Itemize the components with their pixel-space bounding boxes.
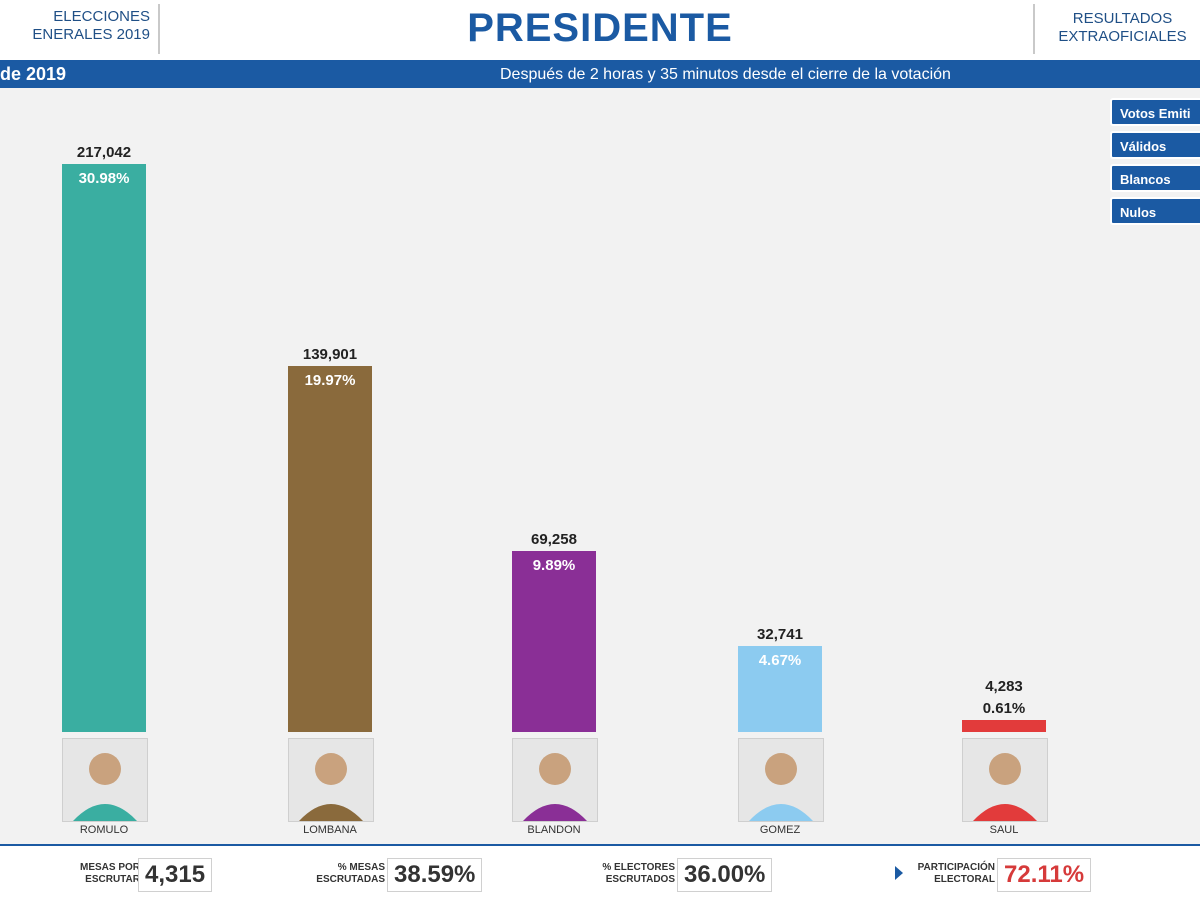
candidate-photo: [738, 738, 824, 822]
bar-value-label: 4,283: [985, 678, 1023, 695]
candidate-photo: [962, 738, 1048, 822]
stat-participacion-label: PARTICIPACIÓN ELECTORAL: [885, 862, 995, 886]
candidate-name: SAUL: [989, 824, 1019, 836]
bar-blandon: [512, 551, 596, 732]
stat-pct-mesas-value: 38.59%: [387, 858, 483, 892]
stat-pct-electores-label-line2: ESCRUTADOS: [605, 874, 675, 885]
chevron-right-icon: [895, 866, 903, 880]
header-divider-left: [158, 4, 160, 54]
avatar-icon: [513, 739, 597, 821]
stat-pct-mesas-label: % MESAS ESCRUTADAS: [275, 862, 385, 886]
avatar-icon: [739, 739, 823, 821]
bar-saul: [962, 720, 1046, 732]
header-bar: ELECCIONES ENERALES 2019 PRESIDENTE RESU…: [0, 0, 1200, 60]
stat-mesas-value: 4,315: [138, 858, 213, 892]
candidate-name: ROMULO: [79, 824, 129, 836]
blancos-button[interactable]: Blancos: [1110, 164, 1200, 192]
bar-value-label: 217,042: [76, 144, 132, 161]
header-divider-right: [1033, 4, 1035, 54]
bar-percent-label: 30.98%: [78, 170, 130, 187]
candidate-photo: [512, 738, 598, 822]
bar-value-label: 69,258: [531, 531, 577, 548]
results-label-line2: EXTRAOFICIALES: [1058, 28, 1187, 45]
stat-mesas-label-line2: ESCRUTAR: [85, 874, 140, 885]
stat-pct-mesas-label-line1: % MESAS: [337, 862, 385, 873]
bar-value-label: 32,741: [757, 626, 803, 643]
stat-participacion-label-line1: PARTICIPACIÓN: [917, 862, 995, 873]
bar-lombana: [288, 366, 372, 732]
stats-footer: MESAS POR ESCRUTAR 4,315 % MESAS ESCRUTA…: [0, 844, 1200, 902]
banner-date: de 2019: [0, 64, 67, 84]
nulos-button[interactable]: Nulos: [1110, 197, 1200, 225]
avatar-icon: [963, 739, 1047, 821]
stat-mesas-label: MESAS POR ESCRUTAR: [30, 862, 140, 886]
stat-pct-electores-label: % ELECTORES ESCRUTADOS: [565, 862, 675, 886]
stat-pct-electores-label-line1: % ELECTORES: [602, 862, 675, 873]
results-label-line1: RESULTADOS: [1072, 10, 1173, 27]
validos-button[interactable]: Válidos: [1110, 131, 1200, 159]
results-label: RESULTADOS EXTRAOFICIALES: [1045, 10, 1200, 46]
election-label-line1: ELECCIONES: [53, 8, 150, 25]
info-banner: de 2019 Después de 2 horas y 35 minutos …: [0, 60, 1200, 88]
stat-mesas-label-line1: MESAS POR: [79, 862, 140, 873]
stat-participacion-label-line2: ELECTORAL: [934, 874, 995, 885]
stat-pct-electores-value: 36.00%: [677, 858, 773, 892]
bar-percent-label: 19.97%: [304, 372, 356, 389]
candidate-name: GOMEZ: [759, 824, 801, 836]
candidate-photo: [62, 738, 148, 822]
banner-subtitle: Después de 2 horas y 35 minutos desde el…: [500, 66, 951, 83]
votos-emitidos-button[interactable]: Votos Emiti: [1110, 98, 1200, 126]
bar-chart: 217,042 30.98% ROMULO 139,901 19.97% LOMBANA 6…: [0, 92, 1200, 844]
bar-value-label: 139,901: [302, 346, 358, 363]
stat-participacion-value: 72.11%: [997, 858, 1092, 892]
candidate-name: BLANDON: [527, 824, 581, 836]
avatar-icon: [63, 739, 147, 821]
bar-gomez: [738, 646, 822, 732]
candidate-photo: [288, 738, 374, 822]
election-label: ELECCIONES ENERALES 2019: [0, 8, 150, 44]
bar-percent-label: 9.89%: [532, 557, 576, 574]
page-title: PRESIDENTE: [467, 6, 733, 50]
stat-pct-mesas-label-line2: ESCRUTADAS: [316, 874, 385, 885]
election-label-line2: ENERALES 2019: [32, 26, 150, 43]
bar-percent-label: 4.67%: [758, 652, 802, 669]
bar-percent-label: 0.61%: [982, 700, 1026, 717]
candidate-name: LOMBANA: [303, 824, 357, 836]
bar-romulo: [62, 164, 146, 732]
avatar-icon: [289, 739, 373, 821]
